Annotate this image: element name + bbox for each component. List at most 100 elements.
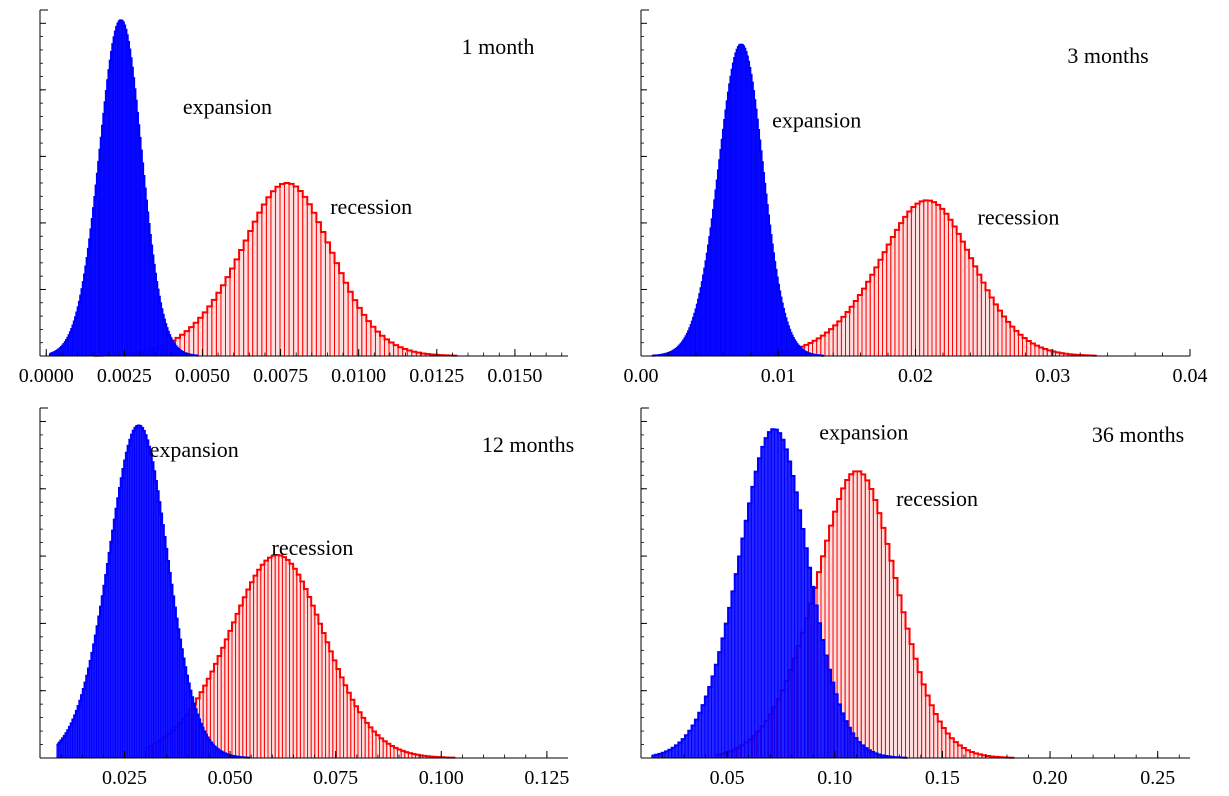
bar-recession (927, 200, 933, 357)
bar-recession (278, 555, 283, 759)
bar-recession (238, 249, 245, 357)
bar-expansion (810, 586, 815, 759)
series-label-expansion: expansion (183, 94, 272, 119)
bar-expansion (757, 457, 762, 759)
bar-recession (281, 556, 287, 759)
bar-recession (888, 560, 894, 759)
bar-recession (217, 655, 222, 759)
bar-recession (905, 628, 911, 759)
x-tick-label: 0.0025 (97, 365, 152, 387)
bar-recession (882, 251, 888, 357)
outline-expansion (49, 19, 199, 357)
bar-recession (353, 705, 359, 759)
bar-recession (913, 658, 919, 759)
bar-recession (296, 574, 301, 759)
bar-recession (343, 684, 348, 759)
bar-expansion (737, 555, 742, 759)
bar-recession (325, 641, 330, 759)
outline-recession (145, 554, 456, 759)
bar-recession (931, 201, 937, 357)
bar-recession (877, 259, 884, 357)
bar-expansion (760, 446, 766, 759)
bar-expansion (807, 567, 812, 759)
bar-expansion (823, 655, 829, 759)
bar-expansion (750, 486, 756, 759)
bar-recession (329, 252, 335, 357)
bar-expansion (734, 573, 739, 759)
bar-recession (338, 272, 345, 357)
bar-recession (968, 257, 974, 357)
chart-panel-4: 0.05 0.10 0.15 0.20 0.25 36 months expansion re… (640, 407, 1190, 789)
bar-recession (292, 568, 298, 759)
bar-expansion (803, 547, 809, 759)
bar-recession (297, 190, 304, 357)
bar-recession (853, 300, 859, 357)
bar-recession (897, 594, 902, 759)
bar-expansion (727, 607, 732, 759)
bar-recession (227, 630, 233, 759)
bar-recession (845, 311, 851, 357)
bar-recession (260, 564, 265, 759)
bar-expansion (784, 448, 789, 759)
bar-expansion (717, 651, 722, 759)
bar-recession (249, 581, 255, 759)
bar-expansion (764, 437, 769, 759)
bar-recession (964, 249, 970, 357)
x-tick-label: 0.04 (1173, 365, 1208, 387)
x-tick-label: 0.0050 (175, 365, 230, 387)
bar-recession (285, 559, 291, 759)
x-tick-label: 0.125 (524, 767, 569, 789)
bar-recession (943, 213, 949, 357)
bar-recession (868, 488, 874, 759)
bar-expansion (794, 491, 799, 759)
bar-recession (840, 316, 846, 357)
bar-recession (288, 183, 295, 357)
bar-recession (299, 580, 305, 759)
bar-recession (906, 211, 912, 357)
x-tick-label: 0.00 (624, 365, 659, 387)
bar-recession (939, 208, 945, 357)
x-tick-label: 0.25 (1140, 767, 1175, 789)
series-expansion (651, 428, 908, 759)
chart-panel-2: 0.00 0.01 0.02 0.03 0.04 3 months expansion rec… (624, 9, 1208, 387)
x-tick-label: 0.03 (1035, 365, 1070, 387)
bar-recession (229, 268, 235, 357)
bar-recession (261, 203, 267, 357)
bar-recession (901, 611, 906, 759)
bar-expansion (774, 429, 779, 759)
bar-expansion (777, 432, 782, 759)
bar-recession (242, 596, 247, 759)
bar-recession (306, 203, 313, 357)
bar-recession (265, 196, 272, 357)
x-tick-label: 0.0000 (19, 365, 74, 387)
bar-recession (890, 236, 896, 357)
bar-recession (220, 284, 226, 357)
bar-recession (270, 190, 276, 357)
bar-expansion (780, 439, 785, 759)
bar-recession (243, 240, 249, 357)
bar-expansion (820, 639, 825, 759)
bar-recession (993, 303, 999, 357)
bar-recession (343, 282, 349, 357)
bar-recession (289, 563, 294, 759)
bar-recession (211, 299, 217, 357)
series-expansion (48, 19, 199, 357)
bar-recession (279, 183, 285, 357)
bar-recession (935, 204, 941, 357)
panel-annotation: 12 months (482, 432, 574, 457)
bar-recession (310, 605, 316, 759)
bar-recession (836, 320, 842, 357)
bar-recession (224, 638, 229, 759)
outline-expansion (651, 428, 908, 759)
bar-expansion (747, 502, 752, 759)
bar-recession (238, 604, 244, 759)
x-tick-label: 0.20 (1033, 767, 1068, 789)
x-tick-label: 0.0125 (409, 365, 464, 387)
x-tick-label: 0.075 (313, 767, 358, 789)
bar-recession (893, 577, 898, 759)
bar-recession (864, 479, 870, 759)
series-label-recession: recession (896, 486, 978, 511)
bar-recession (849, 306, 855, 357)
bar-expansion (711, 675, 716, 759)
